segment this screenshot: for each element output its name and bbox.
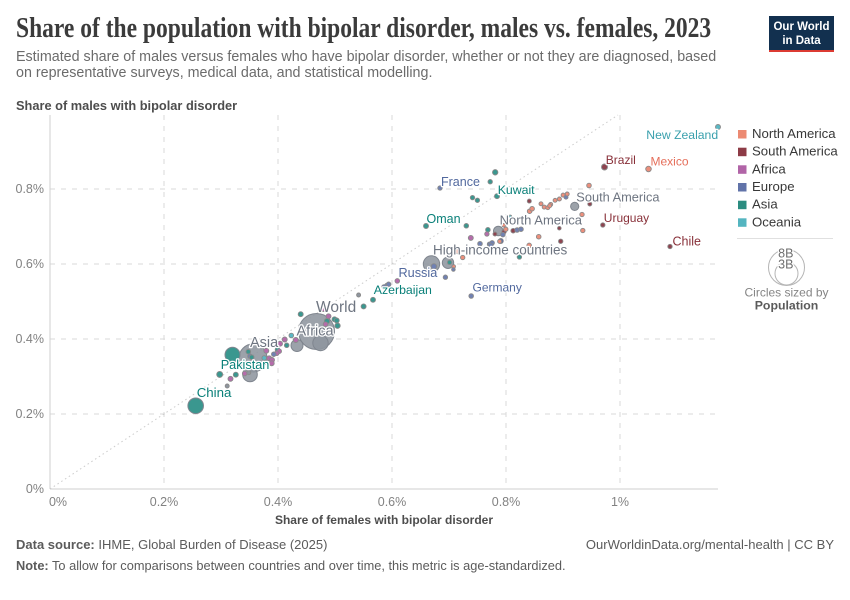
svg-text:Kuwait: Kuwait <box>498 183 535 197</box>
svg-text:0%: 0% <box>49 495 67 509</box>
svg-text:Circles sized by: Circles sized by <box>744 286 828 300</box>
svg-text:North America: North America <box>500 213 583 228</box>
svg-text:Chile: Chile <box>673 235 702 249</box>
svg-text:Oman: Oman <box>427 212 461 226</box>
svg-text:Russia: Russia <box>399 266 439 280</box>
svg-text:New Zealand: New Zealand <box>646 128 718 142</box>
svg-text:High-income countries: High-income countries <box>433 243 568 258</box>
svg-text:Africa: Africa <box>752 161 786 176</box>
svg-text:0.4%: 0.4% <box>264 495 293 509</box>
svg-text:3B: 3B <box>778 258 793 272</box>
svg-text:Population: Population <box>755 299 819 313</box>
svg-text:0.6%: 0.6% <box>16 257 45 271</box>
svg-text:0%: 0% <box>26 482 44 496</box>
svg-text:Mexico: Mexico <box>651 155 689 169</box>
svg-text:France: France <box>441 175 480 189</box>
svg-text:Oceania: Oceania <box>752 214 802 229</box>
svg-text:1%: 1% <box>611 495 629 509</box>
svg-text:World: World <box>316 299 356 316</box>
svg-text:Asia: Asia <box>752 197 778 212</box>
svg-text:Europe: Europe <box>752 179 795 194</box>
svg-text:0.2%: 0.2% <box>16 407 45 421</box>
svg-text:South America: South America <box>576 189 660 204</box>
svg-text:0.4%: 0.4% <box>16 332 45 346</box>
svg-text:Uruguay: Uruguay <box>604 211 649 225</box>
svg-text:0.6%: 0.6% <box>378 495 407 509</box>
svg-text:Brazil: Brazil <box>606 153 636 167</box>
svg-text:8B: 8B <box>778 247 793 261</box>
svg-text:North America: North America <box>752 126 836 141</box>
svg-text:Germany: Germany <box>473 281 522 295</box>
svg-text:Asia: Asia <box>250 335 279 351</box>
svg-text:South America: South America <box>752 144 838 159</box>
svg-text:0.8%: 0.8% <box>492 495 521 509</box>
svg-text:0.2%: 0.2% <box>150 495 179 509</box>
svg-text:Africa: Africa <box>297 324 335 340</box>
svg-text:Share of males with bipolar di: Share of males with bipolar disorder <box>16 98 237 113</box>
svg-text:0.8%: 0.8% <box>16 182 45 196</box>
svg-text:China: China <box>197 385 232 400</box>
svg-text:Azerbaijan: Azerbaijan <box>374 283 432 297</box>
svg-text:Pakistan: Pakistan <box>221 358 270 372</box>
svg-text:Share of females with bipolar: Share of females with bipolar disorder <box>275 513 493 527</box>
